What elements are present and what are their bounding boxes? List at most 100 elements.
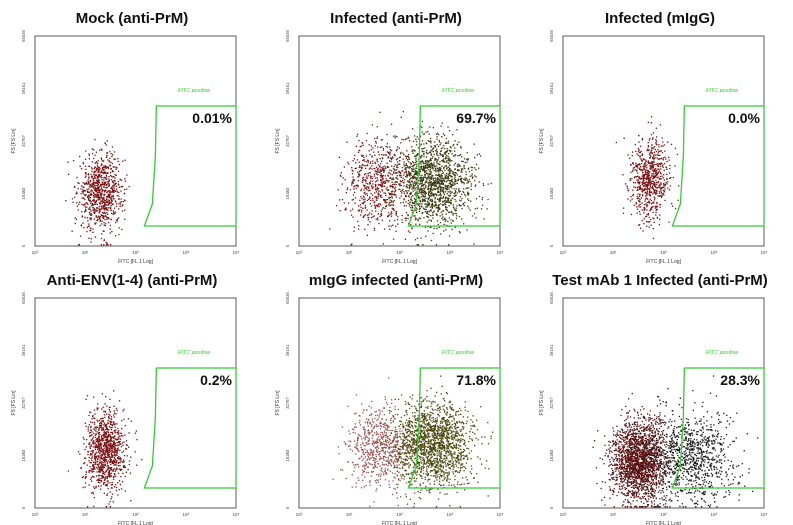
data-point bbox=[664, 185, 666, 187]
data-point bbox=[367, 186, 369, 188]
data-point bbox=[640, 169, 642, 171]
data-point bbox=[98, 470, 100, 472]
data-point bbox=[433, 188, 435, 190]
data-point bbox=[108, 176, 110, 178]
data-point bbox=[118, 191, 120, 194]
data-point bbox=[123, 418, 125, 420]
data-point bbox=[112, 501, 114, 503]
data-point bbox=[462, 203, 464, 206]
data-point bbox=[93, 192, 95, 194]
data-point bbox=[367, 224, 369, 226]
data-point bbox=[377, 414, 379, 416]
data-point bbox=[436, 148, 438, 150]
data-point bbox=[117, 198, 120, 200]
data-point bbox=[115, 201, 117, 203]
data-point bbox=[668, 189, 670, 191]
data-point bbox=[82, 486, 84, 489]
data-point bbox=[409, 175, 411, 177]
data-point bbox=[79, 201, 81, 203]
data-point bbox=[417, 188, 419, 190]
data-point bbox=[440, 150, 442, 152]
data-point bbox=[106, 172, 109, 175]
data-point bbox=[88, 158, 90, 160]
data-point bbox=[658, 168, 660, 170]
data-point bbox=[85, 476, 88, 478]
data-point bbox=[99, 168, 101, 170]
data-point bbox=[451, 211, 453, 214]
data-point bbox=[436, 162, 438, 164]
data-point bbox=[653, 196, 655, 198]
data-point bbox=[389, 453, 391, 455]
data-point bbox=[441, 122, 443, 124]
data-point bbox=[91, 450, 94, 452]
data-point bbox=[104, 177, 107, 179]
data-point bbox=[423, 153, 425, 155]
data-point bbox=[101, 188, 103, 190]
data-point bbox=[413, 204, 415, 206]
data-point bbox=[105, 456, 107, 459]
data-point bbox=[460, 200, 462, 202]
data-point bbox=[434, 194, 436, 196]
data-point bbox=[653, 182, 655, 184]
data-point bbox=[390, 464, 392, 466]
data-point bbox=[81, 216, 84, 218]
data-point bbox=[400, 142, 402, 144]
data-point bbox=[104, 446, 106, 448]
data-point bbox=[101, 423, 103, 425]
data-point bbox=[341, 469, 344, 471]
data-point bbox=[364, 201, 366, 203]
scatter-dots bbox=[615, 116, 680, 240]
data-point bbox=[85, 168, 87, 171]
data-point bbox=[653, 202, 655, 204]
data-point bbox=[409, 178, 411, 181]
data-point bbox=[114, 438, 116, 440]
data-point bbox=[435, 207, 437, 209]
data-point bbox=[638, 164, 640, 166]
data-point bbox=[438, 134, 440, 136]
data-point bbox=[442, 147, 444, 149]
data-point bbox=[430, 177, 432, 179]
data-point bbox=[87, 220, 89, 222]
data-point bbox=[643, 189, 645, 192]
data-point bbox=[456, 164, 458, 166]
data-point bbox=[93, 209, 95, 211]
data-point bbox=[108, 196, 110, 198]
data-point bbox=[652, 138, 654, 140]
data-point bbox=[443, 186, 445, 189]
data-point bbox=[458, 189, 460, 191]
data-point bbox=[93, 466, 95, 468]
data-point bbox=[444, 148, 446, 150]
data-point bbox=[442, 179, 444, 182]
data-point bbox=[347, 405, 349, 407]
data-point bbox=[445, 156, 447, 158]
data-point bbox=[444, 184, 446, 186]
data-point bbox=[97, 160, 99, 162]
data-point bbox=[408, 190, 410, 192]
data-point bbox=[654, 184, 656, 186]
data-point bbox=[101, 393, 103, 395]
data-point bbox=[80, 467, 82, 469]
data-point bbox=[385, 180, 387, 182]
data-point bbox=[420, 179, 422, 181]
chart-title: Infected (mIgG) bbox=[604, 10, 715, 27]
x-tick-label: 10³ bbox=[710, 250, 717, 255]
data-point bbox=[93, 211, 95, 214]
data-point bbox=[110, 444, 112, 446]
data-point bbox=[91, 183, 94, 185]
data-point bbox=[405, 163, 407, 165]
data-point bbox=[105, 156, 108, 158]
data-point bbox=[365, 140, 368, 142]
data-point bbox=[641, 188, 643, 190]
data-point bbox=[667, 187, 669, 189]
data-point bbox=[94, 236, 96, 238]
data-point bbox=[389, 228, 391, 230]
data-point bbox=[353, 191, 356, 193]
data-point bbox=[109, 438, 112, 440]
data-point bbox=[92, 469, 95, 471]
data-point bbox=[371, 431, 373, 433]
data-point bbox=[389, 160, 391, 162]
data-point bbox=[109, 482, 111, 484]
data-point bbox=[447, 162, 449, 164]
data-point bbox=[632, 169, 634, 171]
data-point bbox=[348, 440, 350, 442]
